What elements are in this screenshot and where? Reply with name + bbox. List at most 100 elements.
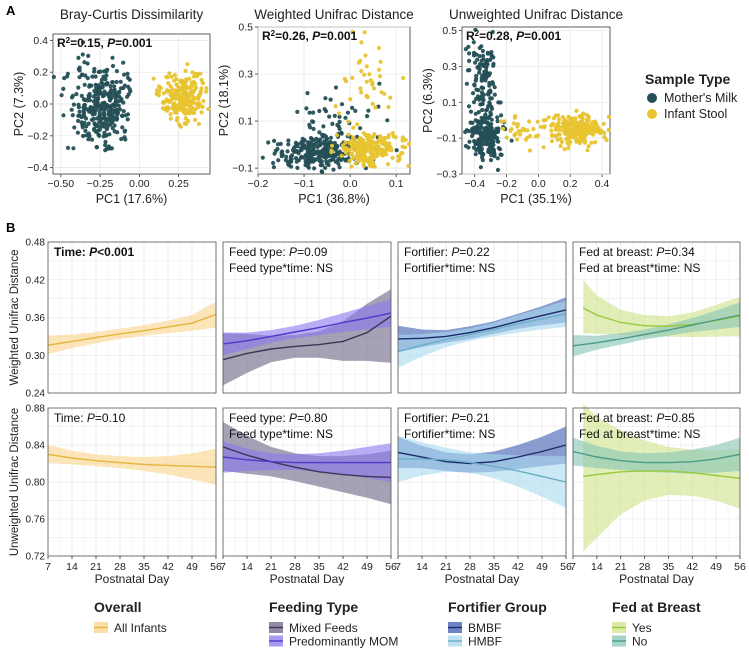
panel-label-b: B <box>6 220 15 235</box>
scatter-point <box>76 105 81 110</box>
scatter-point <box>385 118 390 123</box>
scatter-point <box>589 140 594 145</box>
scatter-point <box>487 83 492 88</box>
scatter-point <box>81 40 86 45</box>
scatter-point <box>176 105 181 110</box>
scatter-point <box>511 121 516 126</box>
plot-frame <box>397 407 567 557</box>
scatter-point <box>553 125 559 130</box>
scatter-point <box>305 91 310 96</box>
scatter-point <box>114 79 119 85</box>
scatter-point <box>512 133 517 138</box>
scatter-point <box>400 138 405 143</box>
scatter-point <box>485 107 490 112</box>
stat-text: 2 <box>271 29 276 38</box>
y-tick-label: 0.48 <box>26 238 46 249</box>
x-tick-label: 0.0 <box>531 178 546 190</box>
scatter-point <box>167 71 172 76</box>
scatter-point <box>121 60 126 65</box>
scatter-point <box>468 109 474 114</box>
stat-text: =0.001 <box>115 36 152 50</box>
scatter-point <box>509 138 514 143</box>
scatter-point <box>299 146 304 151</box>
scatter-point <box>293 156 299 161</box>
scatter-point <box>72 125 77 130</box>
scatter-point <box>164 97 169 102</box>
scatter-point <box>496 139 501 144</box>
scatter-point <box>71 102 76 107</box>
scatter-point <box>110 126 115 131</box>
scatter-point <box>193 117 198 122</box>
scatter-series <box>151 62 211 129</box>
x-tick-label: 21 <box>90 561 102 573</box>
scatter-point <box>488 57 493 63</box>
stat-annotation: Fed at breast*time: NS <box>579 261 700 275</box>
scatter-point <box>480 48 485 54</box>
scatter-point <box>65 71 70 76</box>
legend-title: Fortifier Group <box>448 599 547 615</box>
y-tick-label: 0.5 <box>238 22 253 34</box>
scatter-point <box>311 151 317 156</box>
scatter-point <box>177 95 183 100</box>
scatter-point <box>351 155 356 161</box>
legend-label: Infant Stool <box>664 107 727 121</box>
scatter-point <box>162 106 167 112</box>
plot-frame <box>572 241 741 394</box>
scatter-point <box>123 128 128 133</box>
trend-line <box>397 309 567 340</box>
stat-annotation: Fed at breast*time: NS <box>579 427 700 441</box>
scatter-point <box>319 159 324 164</box>
scatter-point <box>495 119 500 124</box>
scatter-point <box>103 143 108 148</box>
trend-line <box>397 444 567 465</box>
scatter-point <box>288 154 294 159</box>
stat-annotation: R2=0.15, P=0.001 <box>57 36 153 51</box>
scatter-point <box>298 141 303 146</box>
scatter-point <box>309 149 314 154</box>
scatter-point <box>475 57 480 62</box>
scatter-point <box>355 151 360 156</box>
scatter-point <box>168 112 173 117</box>
scatter-point <box>477 54 482 59</box>
scatter-point <box>557 127 562 133</box>
scatter-point <box>481 53 486 58</box>
scatter-point <box>84 133 89 138</box>
scatter-point <box>76 118 81 123</box>
scatter-point <box>351 125 356 130</box>
scatter-point <box>164 74 169 79</box>
scatter-point <box>362 72 367 77</box>
scatter-point <box>339 102 345 107</box>
scatter-point <box>106 118 111 123</box>
scatter-point <box>101 105 106 110</box>
scatter-point <box>81 97 86 102</box>
scatter-point <box>76 55 81 61</box>
legend-swatch <box>647 93 657 103</box>
x-tick-label: 14 <box>241 561 253 573</box>
legend-label: Predominantly MOM <box>289 635 398 649</box>
scatter-point <box>549 128 554 133</box>
annot-text: Fed at breast*time: NS <box>579 261 700 275</box>
scatter-point <box>94 85 99 91</box>
scatter-point <box>497 147 503 152</box>
scatter-point <box>359 148 364 154</box>
scatter-point <box>588 127 593 132</box>
annot-text: <0.001 <box>97 245 134 259</box>
scatter-point <box>566 114 571 119</box>
stat-annotation: Feed type: P=0.80 <box>229 411 328 425</box>
scatter-point <box>364 93 369 98</box>
y-tick-label: 0.4 <box>33 35 48 47</box>
scatter-point <box>485 50 490 55</box>
plot-frame <box>222 407 392 557</box>
scatter-point <box>365 114 370 119</box>
annot-text: Fortifier*time: NS <box>404 427 495 441</box>
scatter-point <box>112 84 117 89</box>
scatter-point <box>571 126 576 131</box>
trend-line <box>583 470 741 479</box>
scatter-point <box>186 111 192 116</box>
scatter-point <box>79 93 84 98</box>
scatter-point <box>343 79 349 84</box>
annot-text: Fortifier: <box>404 411 451 425</box>
scatter-point <box>363 155 368 160</box>
scatter-point <box>381 150 386 155</box>
scatter-point <box>81 110 86 115</box>
